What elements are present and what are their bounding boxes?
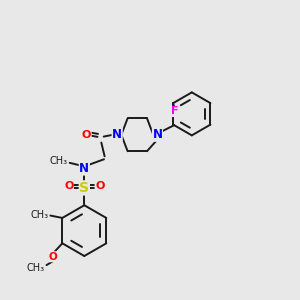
- Text: S: S: [79, 181, 89, 195]
- Text: N: N: [112, 128, 122, 141]
- Text: O: O: [82, 130, 91, 140]
- Text: N: N: [152, 128, 163, 141]
- Text: O: O: [64, 182, 74, 191]
- Text: O: O: [49, 252, 58, 262]
- Text: CH₃: CH₃: [27, 263, 45, 273]
- Text: O: O: [95, 182, 104, 191]
- Text: CH₃: CH₃: [31, 210, 49, 220]
- Text: F: F: [171, 106, 178, 116]
- Text: N: N: [79, 162, 89, 175]
- Text: CH₃: CH₃: [50, 156, 68, 166]
